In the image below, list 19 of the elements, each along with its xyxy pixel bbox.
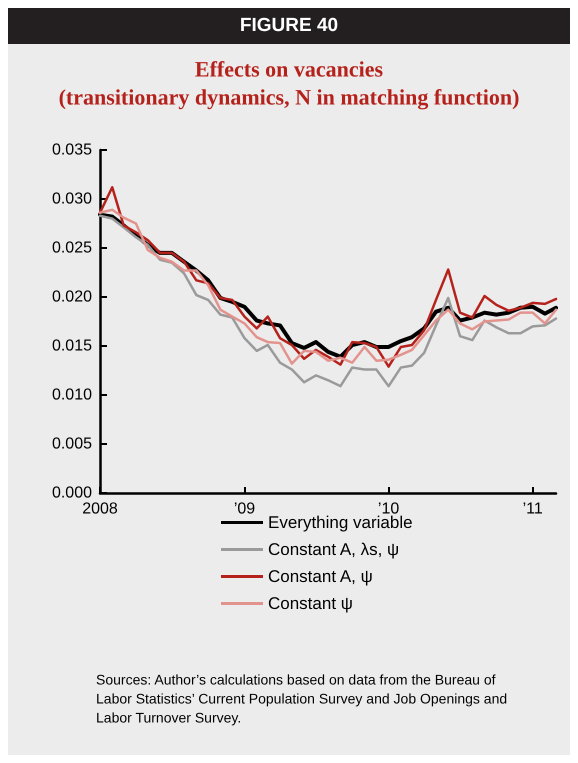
y-tick-label: 0.010 bbox=[52, 386, 92, 404]
legend-label: Everything variable bbox=[268, 513, 413, 532]
y-tick-label: 0.025 bbox=[52, 240, 92, 256]
chart-title: FIGURE 40 bbox=[8, 8, 570, 44]
line-series bbox=[98, 214, 558, 388]
x-tick-label: 2008 bbox=[82, 500, 118, 518]
x-tick-label: ’11 bbox=[522, 500, 543, 518]
legend-label: Constant ψ bbox=[268, 594, 353, 613]
y-tick-label: 0.005 bbox=[52, 436, 92, 452]
y-tick-label: 0.020 bbox=[52, 288, 92, 306]
y-tick-label: 0.000 bbox=[52, 484, 92, 502]
legend-label: Constant A, λs, ψ bbox=[268, 540, 400, 559]
y-tick-label: 0.015 bbox=[52, 338, 92, 354]
source-note: Sources: Author’s calculations based on data from the Bureau of Labor Statistics’ Current Population Survey and Job Openings and Labor Turnover Survey. bbox=[96, 672, 512, 726]
chart-subtitle: Effects on vacancies (transitionary dynamics, N in matching function) bbox=[58, 56, 520, 110]
y-tick-label: 0.035 bbox=[52, 142, 92, 158]
x-tick-label: ’09 bbox=[234, 500, 256, 518]
legend-label: Constant A, ψ bbox=[268, 567, 373, 586]
y-tick-label: 0.030 bbox=[52, 190, 92, 208]
